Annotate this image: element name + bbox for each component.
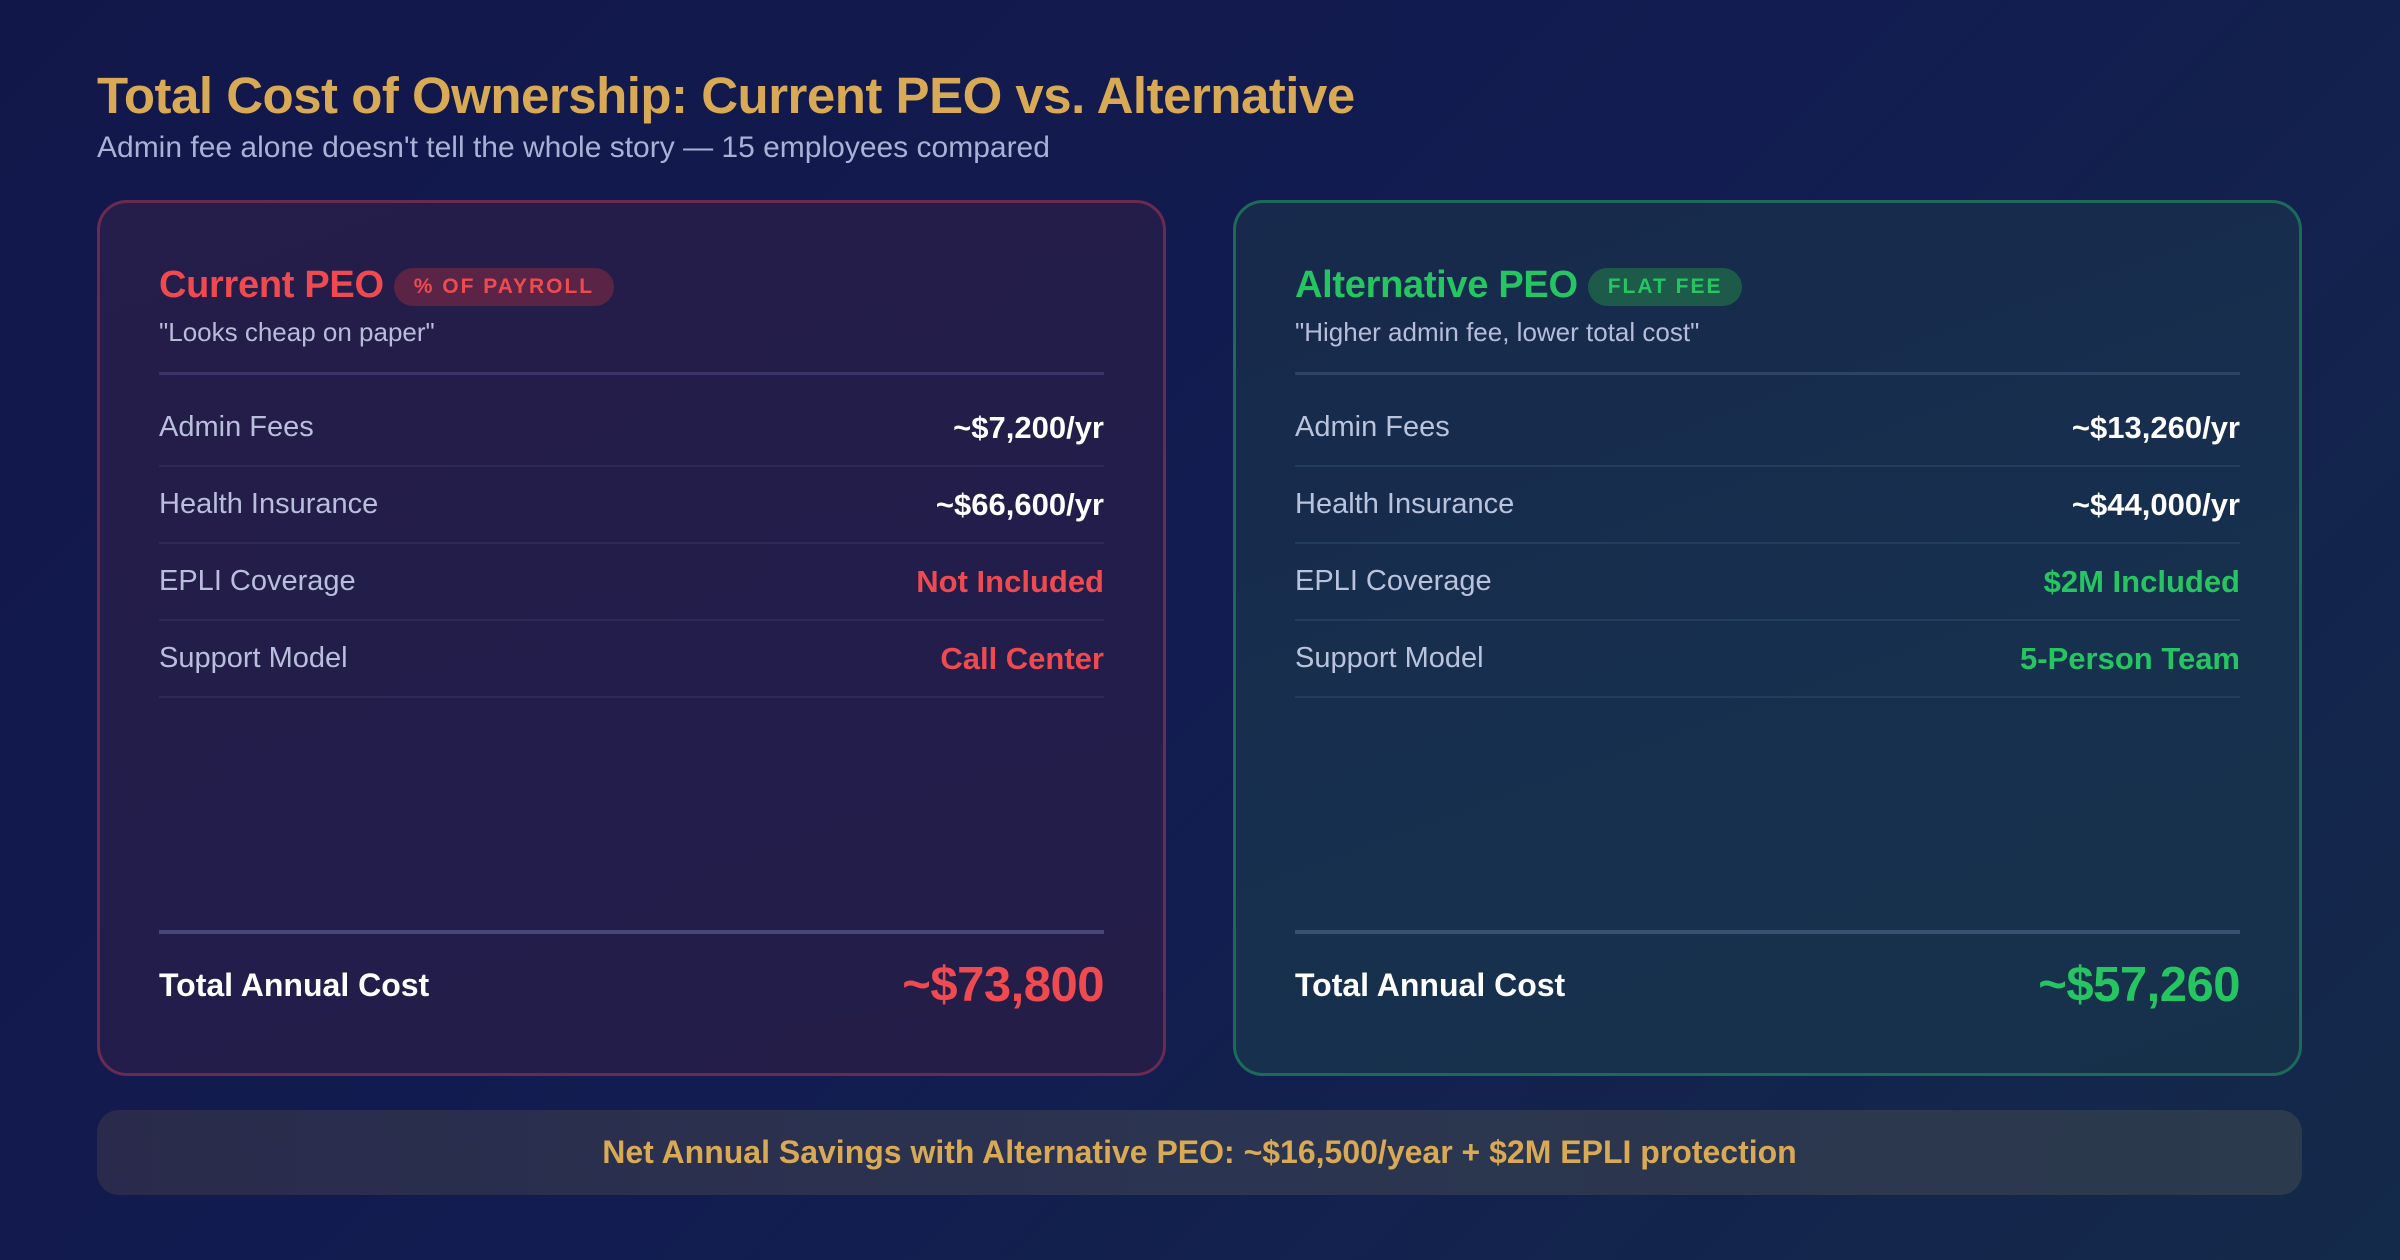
page-header: Total Cost of Ownership: Current PEO vs.…	[97, 64, 1355, 168]
row-admin-fees: Admin Fees ~$13,260/yr	[1295, 390, 2240, 467]
row-label: EPLI Coverage	[159, 565, 356, 597]
row-value: Not Included	[916, 563, 1104, 599]
total-row: Total Annual Cost ~$73,800	[159, 930, 1104, 1070]
row-label: Health Insurance	[1295, 488, 1515, 520]
row-label: Support Model	[1295, 642, 1484, 674]
total-value: ~$57,260	[2038, 958, 2240, 1012]
pricing-badge: FLAT FEE	[1587, 268, 1743, 306]
row-value: ~$13,260/yr	[2071, 409, 2240, 445]
row-health-insurance: Health Insurance ~$66,600/yr	[159, 467, 1104, 544]
row-value: 5-Person Team	[2020, 640, 2240, 676]
row-label: Admin Fees	[159, 411, 314, 443]
pricing-badge: % OF PAYROLL	[393, 268, 615, 306]
row-admin-fees: Admin Fees ~$7,200/yr	[159, 390, 1104, 467]
total-row: Total Annual Cost ~$57,260	[1295, 930, 2240, 1070]
card-tagline: "Higher admin fee, lower total cost"	[1295, 317, 1700, 347]
row-epli-coverage: EPLI Coverage Not Included	[159, 544, 1104, 621]
row-label: Health Insurance	[159, 488, 379, 520]
card-title: Alternative PEO	[1295, 264, 1578, 306]
row-value: ~$44,000/yr	[2071, 486, 2240, 522]
cost-rows: Admin Fees ~$13,260/yr Health Insurance …	[1295, 375, 2240, 698]
row-label: Admin Fees	[1295, 411, 1450, 443]
row-epli-coverage: EPLI Coverage $2M Included	[1295, 544, 2240, 621]
card-tagline: "Looks cheap on paper"	[159, 317, 435, 347]
alternative-peo-card: Alternative PEO FLAT FEE "Higher admin f…	[1233, 200, 2302, 1076]
page-subtitle: Admin fee alone doesn't tell the whole s…	[97, 131, 1050, 164]
row-health-insurance: Health Insurance ~$44,000/yr	[1295, 467, 2240, 544]
row-label: Support Model	[159, 642, 348, 674]
row-value: $2M Included	[2043, 563, 2240, 599]
total-label: Total Annual Cost	[159, 966, 430, 1003]
card-header: Alternative PEO FLAT FEE "Higher admin f…	[1295, 203, 2240, 375]
cost-rows: Admin Fees ~$7,200/yr Health Insurance ~…	[159, 375, 1104, 698]
page-title: Total Cost of Ownership: Current PEO vs.…	[97, 67, 1355, 124]
row-value: ~$66,600/yr	[935, 486, 1104, 522]
row-support-model: Support Model 5-Person Team	[1295, 621, 2240, 698]
card-header: Current PEO % OF PAYROLL "Looks cheap on…	[159, 203, 1104, 375]
row-support-model: Support Model Call Center	[159, 621, 1104, 698]
current-peo-card: Current PEO % OF PAYROLL "Looks cheap on…	[97, 200, 1166, 1076]
row-label: EPLI Coverage	[1295, 565, 1492, 597]
savings-text: Net Annual Savings with Alternative PEO:…	[602, 1134, 1797, 1170]
card-title: Current PEO	[159, 264, 384, 306]
total-value: ~$73,800	[902, 958, 1104, 1012]
savings-banner: Net Annual Savings with Alternative PEO:…	[97, 1110, 2302, 1195]
row-value: ~$7,200/yr	[953, 409, 1104, 445]
row-value: Call Center	[940, 640, 1104, 676]
total-label: Total Annual Cost	[1295, 966, 1566, 1003]
